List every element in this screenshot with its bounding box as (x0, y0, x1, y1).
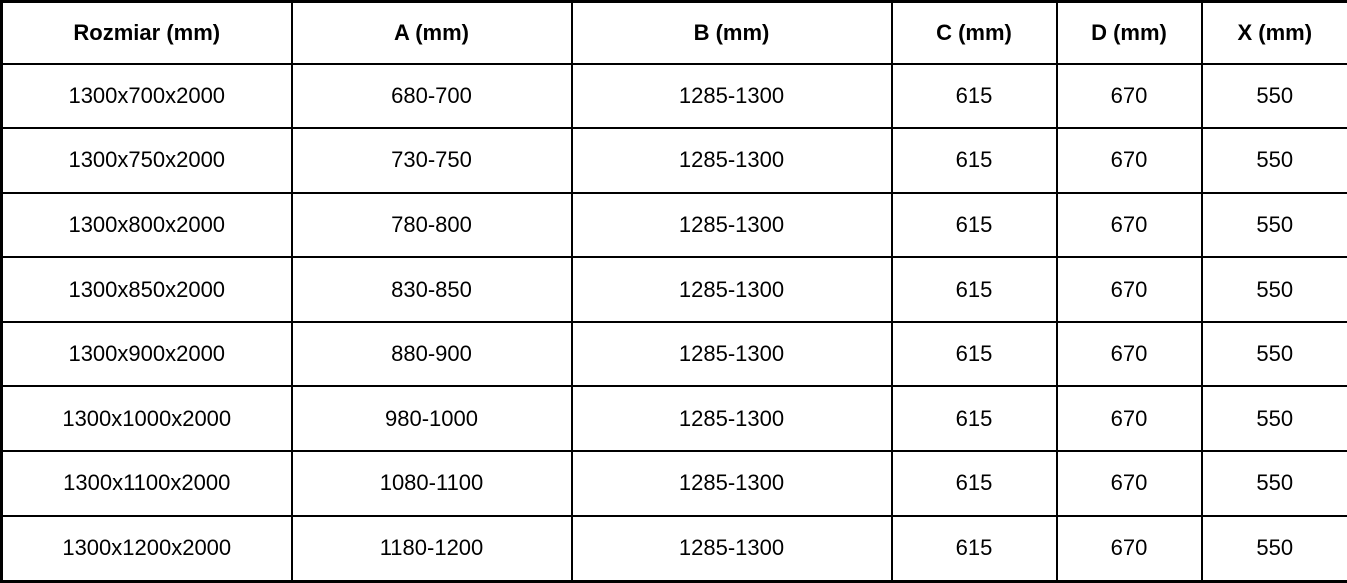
table-cell: 1285-1300 (570, 514, 893, 583)
table-row: 1300x700x2000 680-700 1285-1300 615 670 550 (0, 62, 1347, 130)
table-cell: 670 (1055, 191, 1203, 259)
table-row: 1300x1100x2000 1080-1100 1285-1300 615 670 55… (0, 450, 1347, 517)
table-row: 1300x1000x2000 980-1000 1285-1300 615 670 550 (0, 385, 1347, 453)
header-cell: Rozmiar (mm) (0, 0, 293, 65)
table-cell: 1285-1300 (570, 191, 893, 259)
table-cell: 780-800 (290, 191, 573, 259)
table-cell: 1285-1300 (570, 450, 893, 517)
table-cell: 615 (890, 514, 1058, 583)
table-cell: 615 (890, 127, 1058, 194)
table-cell: 1080-1100 (290, 450, 573, 517)
table-row: 1300x900x2000 880-900 1285-1300 615 670 550 (0, 320, 1347, 388)
table-cell: 1285-1300 (570, 385, 893, 453)
table-cell: 550 (1200, 256, 1347, 323)
header-cell: D (mm) (1055, 0, 1203, 65)
table-cell: 670 (1055, 62, 1203, 130)
table-row: 1300x800x2000 780-800 1285-1300 615 670 550 (0, 191, 1347, 259)
table-cell: 615 (890, 450, 1058, 517)
table-cell: 550 (1200, 385, 1347, 453)
table-row: 1300x750x2000 730-750 1285-1300 615 670 550 (0, 127, 1347, 194)
table-header: Rozmiar (mm) A (mm) B (mm) C (mm) D (mm) X (m… (0, 0, 1347, 65)
table-cell: 615 (890, 62, 1058, 130)
header-cell: X (mm) (1200, 0, 1347, 65)
table-cell: 615 (890, 385, 1058, 453)
table-cell: 1180-1200 (290, 514, 573, 583)
table-cell: 880-900 (290, 320, 573, 388)
table-cell: 615 (890, 320, 1058, 388)
table-cell: 1300x900x2000 (0, 320, 293, 388)
table-cell: 1285-1300 (570, 320, 893, 388)
table-cell: 550 (1200, 450, 1347, 517)
table-cell: 670 (1055, 256, 1203, 323)
table-cell: 670 (1055, 514, 1203, 583)
table-cell: 670 (1055, 450, 1203, 517)
table-cell: 1300x700x2000 (0, 62, 293, 130)
table-row: 1300x850x2000 830-850 1285-1300 615 670 550 (0, 256, 1347, 323)
table-cell: 680-700 (290, 62, 573, 130)
table-cell: 980-1000 (290, 385, 573, 453)
table-cell: 830-850 (290, 256, 573, 323)
table-cell: 1285-1300 (570, 62, 893, 130)
header-cell: C (mm) (890, 0, 1058, 65)
table-body: 1300x700x2000 680-700 1285-1300 615 670 550 13… (0, 62, 1347, 583)
header-row: Rozmiar (mm) A (mm) B (mm) C (mm) D (mm) X (m… (0, 0, 1347, 65)
table-cell: 730-750 (290, 127, 573, 194)
table-cell: 550 (1200, 62, 1347, 130)
table-cell: 670 (1055, 320, 1203, 388)
table-cell: 1300x750x2000 (0, 127, 293, 194)
table-cell: 1300x1100x2000 (0, 450, 293, 517)
table-cell: 615 (890, 191, 1058, 259)
table-cell: 615 (890, 256, 1058, 323)
table-cell: 550 (1200, 514, 1347, 583)
table-cell: 1300x800x2000 (0, 191, 293, 259)
table-cell: 670 (1055, 127, 1203, 194)
table-cell: 1285-1300 (570, 256, 893, 323)
table-cell: 1300x1200x2000 (0, 514, 293, 583)
table-cell: 1300x1000x2000 (0, 385, 293, 453)
header-cell: B (mm) (570, 0, 893, 65)
table-cell: 550 (1200, 127, 1347, 194)
header-cell: A (mm) (290, 0, 573, 65)
table-cell: 1300x850x2000 (0, 256, 293, 323)
table-cell: 670 (1055, 385, 1203, 453)
table-cell: 550 (1200, 320, 1347, 388)
table-cell: 1285-1300 (570, 127, 893, 194)
table-cell: 550 (1200, 191, 1347, 259)
table-row: 1300x1200x2000 1180-1200 1285-1300 615 670 55… (0, 514, 1347, 583)
